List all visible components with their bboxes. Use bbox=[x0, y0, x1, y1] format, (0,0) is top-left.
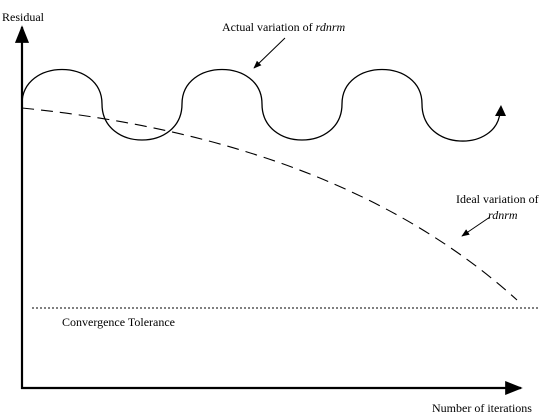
ideal-variation-variable: rdnrm bbox=[488, 208, 518, 222]
actual-label-pointer-arrow bbox=[253, 37, 286, 69]
actual-variation-prefix: Actual variation of bbox=[222, 20, 316, 34]
ideal-label-pointer-arrow bbox=[461, 216, 491, 237]
actual-variation-label: Actual variation of rdnrm bbox=[222, 20, 345, 34]
x-axis-label: Number of iterations bbox=[432, 401, 532, 415]
y-axis-label: Residual bbox=[2, 10, 44, 24]
convergence-tolerance-label: Convergence Tolerance bbox=[62, 315, 175, 329]
actual-curve-end-arrowhead bbox=[495, 105, 506, 116]
actual-variation-variable: rdnrm bbox=[315, 20, 346, 34]
ideal-variation-curve bbox=[21, 107, 518, 301]
actual-variation-curve bbox=[21, 68, 501, 142]
ideal-variation-label: Ideal variation of bbox=[456, 192, 539, 206]
